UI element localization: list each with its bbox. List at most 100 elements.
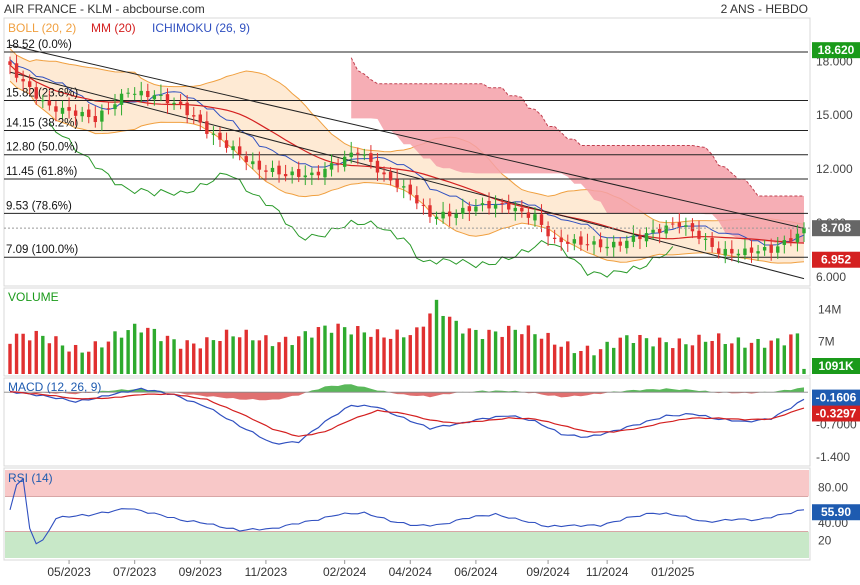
candle: [224, 132, 229, 153]
candle: [710, 231, 714, 253]
volume-bar: [80, 352, 84, 374]
volume-bar: [710, 340, 714, 374]
svg-text:18.620: 18.620: [818, 43, 855, 57]
volume-bar: [447, 316, 452, 374]
x-axis-label: 05/2023: [47, 565, 91, 579]
candle: [14, 54, 19, 83]
price-y-tick: 15.000: [816, 108, 853, 122]
volume-bar: [185, 340, 189, 374]
candle: [178, 94, 183, 110]
candle: [369, 145, 373, 169]
volume-bar: [677, 338, 682, 374]
candle: [119, 89, 124, 116]
svg-text:55.90: 55.90: [821, 505, 851, 519]
candle: [231, 140, 235, 159]
volume-bar: [762, 347, 767, 374]
volume-bar: [119, 337, 124, 374]
candle: [132, 87, 137, 101]
volume-bar: [539, 338, 544, 374]
x-axis-label: 07/2023: [113, 565, 157, 579]
candle: [776, 237, 780, 259]
volume-bar: [34, 330, 38, 374]
volume-bar: [631, 343, 636, 374]
candle: [762, 239, 767, 256]
candle: [402, 179, 406, 199]
volume-bar: [513, 329, 517, 374]
volume-bar: [329, 332, 334, 374]
volume-bar: [474, 329, 478, 374]
candle: [474, 199, 478, 216]
svg-text:8.708: 8.708: [821, 221, 851, 235]
svg-text:1091K: 1091K: [818, 359, 854, 373]
candle: [408, 179, 412, 201]
volume-bar: [434, 299, 439, 374]
candle: [251, 152, 255, 170]
volume-bar: [552, 344, 557, 374]
candle: [507, 194, 511, 215]
candle: [671, 217, 675, 229]
macd-title: MACD (12, 26, 9): [8, 380, 101, 394]
volume-bar: [789, 334, 793, 374]
chart-period: 2 ANS - HEBDO: [721, 2, 808, 16]
candle: [493, 195, 498, 218]
volume-bar: [585, 345, 590, 374]
volume-bar: [257, 340, 262, 374]
volume-title: VOLUME: [8, 290, 59, 304]
volume-bar: [736, 337, 741, 374]
candle: [205, 111, 209, 139]
volume-bar: [802, 368, 806, 374]
macd-line: [9, 387, 805, 445]
rsi-y-tick: 80.00: [818, 481, 848, 495]
ichimoku-kijun-line: [9, 59, 805, 246]
volume-bar: [54, 336, 58, 374]
candle: [487, 192, 491, 215]
volume-bar: [388, 338, 393, 374]
macd-histogram-negative: [12, 392, 773, 401]
candle: [100, 104, 104, 132]
candle: [47, 90, 52, 111]
candle: [152, 90, 157, 106]
volume-bar: [8, 343, 12, 374]
volume-bar: [769, 340, 773, 374]
candle: [769, 238, 773, 261]
candle: [87, 104, 91, 124]
legend-ichimoku: ICHIMOKU (26, 9): [152, 21, 250, 35]
candle: [106, 102, 111, 115]
candle: [605, 237, 609, 256]
x-axis-label: 09/2024: [526, 565, 570, 579]
candle: [283, 164, 288, 182]
macd-value-badge: -0.1606: [812, 389, 860, 406]
volume-bar: [283, 336, 288, 374]
candle: [316, 165, 321, 181]
candle: [592, 235, 596, 255]
volume-bar: [415, 327, 419, 374]
volume-bar: [303, 331, 307, 374]
candle: [664, 220, 668, 239]
volume-bar: [244, 329, 248, 374]
candle: [795, 224, 800, 252]
volume-bar: [638, 334, 642, 374]
candle: [126, 88, 130, 98]
x-axis-label: 01/2025: [651, 565, 695, 579]
volume-y-tick: 14M: [818, 302, 841, 316]
macd-signal-badge: -0.3297: [812, 405, 860, 422]
volume-bar: [211, 340, 216, 374]
bollinger-upper-line: [9, 48, 805, 225]
volume-bar: [356, 326, 360, 374]
rsi-title: RSI (14): [8, 471, 53, 485]
volume-bar: [310, 337, 314, 374]
candle: [290, 166, 294, 184]
volume-bar: [533, 334, 537, 374]
volume-bar: [178, 348, 183, 374]
volume-bar: [526, 325, 531, 374]
volume-bar: [395, 329, 399, 374]
candle: [736, 249, 741, 264]
candle: [139, 81, 143, 103]
volume-bar: [605, 341, 609, 374]
candle: [447, 203, 452, 227]
fib-label: 18.52 (0.0%): [6, 39, 72, 51]
candle: [415, 186, 419, 210]
volume-bar: [192, 343, 196, 374]
candle: [730, 240, 734, 262]
volume-bar: [290, 345, 294, 374]
